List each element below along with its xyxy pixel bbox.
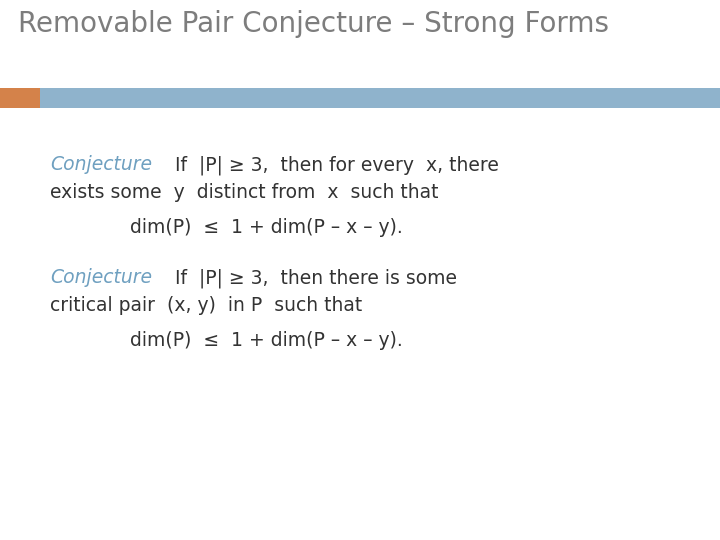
Text: Conjecture: Conjecture (50, 155, 152, 174)
Text: Removable Pair Conjecture – Strong Forms: Removable Pair Conjecture – Strong Forms (18, 10, 609, 38)
Text: dim(P)  ≤  1 + dim(P – x – y).: dim(P) ≤ 1 + dim(P – x – y). (130, 218, 402, 237)
Text: If  |P| ≥ 3,  then for every  x, there: If |P| ≥ 3, then for every x, there (175, 155, 499, 174)
Text: Conjecture: Conjecture (50, 268, 152, 287)
Text: exists some  y  distinct from  x  such that: exists some y distinct from x such that (50, 183, 438, 202)
Text: critical pair  (x, y)  in P  such that: critical pair (x, y) in P such that (50, 296, 362, 315)
Text: If  |P| ≥ 3,  then there is some: If |P| ≥ 3, then there is some (175, 268, 457, 287)
Text: dim(P)  ≤  1 + dim(P – x – y).: dim(P) ≤ 1 + dim(P – x – y). (130, 331, 402, 350)
